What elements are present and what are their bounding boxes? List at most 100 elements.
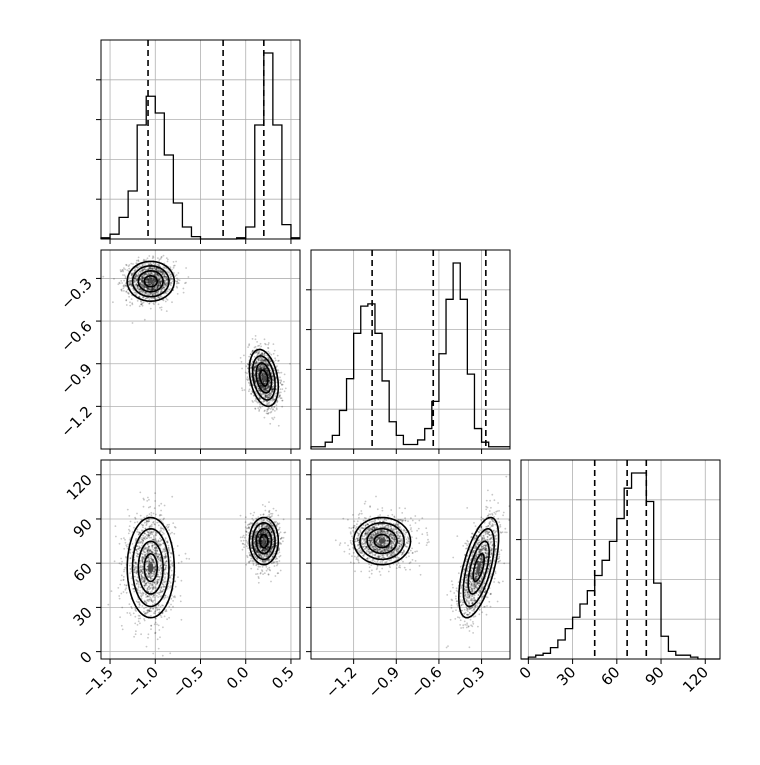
scatter-point bbox=[161, 539, 163, 541]
scatter-point bbox=[138, 587, 140, 589]
scatter-point bbox=[160, 559, 162, 561]
scatter-point bbox=[160, 587, 162, 589]
scatter-point bbox=[145, 583, 147, 585]
scatter-point bbox=[158, 303, 160, 305]
scatter-point bbox=[171, 301, 173, 303]
scatter-point bbox=[124, 584, 126, 586]
scatter-point bbox=[134, 292, 136, 294]
scatter-point bbox=[150, 308, 152, 310]
scatter-point bbox=[129, 612, 131, 614]
scatter-point bbox=[139, 622, 141, 624]
scatter-point bbox=[154, 611, 156, 613]
scatter-point bbox=[155, 514, 157, 516]
scatter-point bbox=[167, 280, 169, 282]
scatter-point bbox=[144, 620, 146, 622]
scatter-point bbox=[115, 525, 117, 527]
scatter-point bbox=[167, 596, 169, 598]
scatter-point bbox=[144, 600, 146, 602]
scatter-point bbox=[172, 522, 174, 524]
scatter-point bbox=[158, 525, 160, 527]
scatter-point bbox=[141, 539, 143, 541]
scatter-point bbox=[160, 573, 162, 575]
scatter-point bbox=[120, 593, 122, 595]
scatter-point bbox=[260, 346, 262, 348]
scatter-point bbox=[159, 545, 161, 547]
scatter-point bbox=[144, 554, 146, 556]
scatter-point bbox=[266, 410, 268, 412]
scatter-point bbox=[165, 537, 167, 539]
scatter-point bbox=[148, 519, 150, 521]
scatter-point bbox=[157, 286, 159, 288]
scatter-point bbox=[278, 425, 280, 427]
scatter-point bbox=[170, 582, 172, 584]
scatter-point bbox=[163, 581, 165, 583]
scatter-point bbox=[274, 417, 276, 419]
scatter-point bbox=[177, 293, 179, 295]
scatter-point bbox=[150, 607, 152, 609]
y-tick-label: −0.3 bbox=[57, 275, 95, 313]
scatter-point bbox=[273, 508, 275, 510]
scatter-point bbox=[112, 301, 114, 303]
scatter-point bbox=[158, 554, 160, 556]
scatter-point bbox=[257, 407, 259, 409]
scatter-point bbox=[154, 500, 156, 502]
scatter-point bbox=[129, 552, 131, 554]
scatter-point bbox=[150, 262, 152, 264]
scatter-point bbox=[160, 258, 162, 260]
scatter-point bbox=[151, 543, 153, 545]
scatter-point bbox=[170, 276, 172, 278]
scatter-point bbox=[147, 544, 149, 546]
scatter-point bbox=[275, 392, 277, 394]
scatter-point bbox=[265, 396, 267, 398]
scatter-point bbox=[119, 543, 121, 545]
scatter-point bbox=[169, 587, 171, 589]
scatter-point bbox=[145, 287, 147, 289]
scatter-point bbox=[161, 604, 163, 606]
scatter-point bbox=[163, 255, 165, 257]
scatter-point bbox=[125, 587, 127, 589]
scatter-point bbox=[151, 533, 153, 535]
scatter-point bbox=[158, 625, 160, 627]
scatter-point bbox=[257, 568, 259, 570]
scatter-point bbox=[244, 389, 246, 391]
scatter-point bbox=[173, 267, 175, 269]
scatter-point bbox=[130, 558, 132, 560]
scatter-point bbox=[123, 537, 125, 539]
scatter-point bbox=[142, 526, 144, 528]
scatter-point bbox=[188, 558, 190, 560]
density-contour bbox=[148, 562, 153, 573]
scatter-point bbox=[142, 560, 144, 562]
scatter-point bbox=[126, 264, 128, 266]
scatter-point bbox=[149, 298, 151, 300]
scatter-point bbox=[257, 388, 259, 390]
scatter-point bbox=[241, 368, 243, 370]
scatter-point bbox=[156, 274, 158, 276]
scatter-point bbox=[174, 526, 176, 528]
scatter-point bbox=[135, 633, 137, 635]
scatter-point bbox=[188, 276, 190, 278]
scatter-point bbox=[159, 567, 161, 569]
scatter-point bbox=[102, 276, 104, 278]
scatter-point bbox=[279, 394, 281, 396]
scatter-point bbox=[123, 569, 125, 571]
scatter-point bbox=[176, 287, 178, 289]
scatter-point bbox=[146, 500, 148, 502]
scatter-point bbox=[142, 305, 144, 307]
scatter-point bbox=[164, 556, 166, 558]
scatter-point bbox=[279, 372, 281, 374]
scatter-point bbox=[281, 372, 283, 374]
scatter-point bbox=[148, 255, 150, 257]
scatter-point bbox=[139, 270, 141, 272]
scatter-point bbox=[137, 259, 139, 261]
scatter-point bbox=[135, 630, 137, 632]
scatter-point bbox=[151, 524, 153, 526]
scatter-point bbox=[281, 388, 283, 390]
scatter-point bbox=[177, 545, 179, 547]
scatter-point bbox=[151, 558, 153, 560]
scatter-point bbox=[123, 576, 125, 578]
scatter-point bbox=[245, 521, 247, 523]
scatter-point bbox=[134, 571, 136, 573]
scatter-point bbox=[141, 605, 143, 607]
scatter-point bbox=[157, 284, 159, 286]
